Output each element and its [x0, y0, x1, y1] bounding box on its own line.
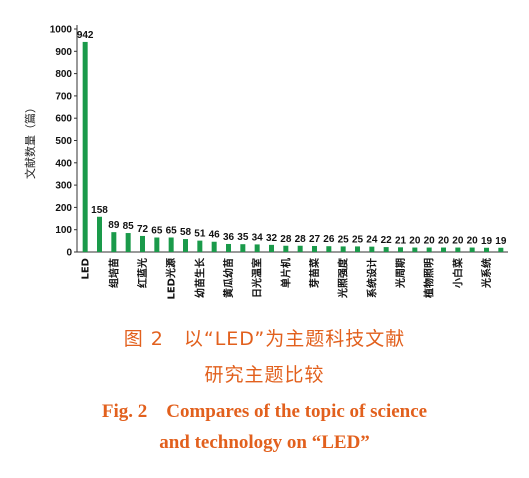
- y-tick-label: 200: [55, 203, 72, 214]
- y-tick-label: 900: [55, 47, 72, 58]
- bar: [340, 246, 346, 252]
- data-label: 20: [409, 236, 421, 247]
- bar: [398, 247, 403, 252]
- bar: [355, 246, 360, 252]
- data-label: 19: [481, 236, 493, 247]
- bar: [140, 235, 145, 252]
- bar: [383, 247, 389, 252]
- y-tick-label: 400: [55, 158, 72, 169]
- category-label: 单片机: [279, 258, 292, 288]
- category-label: 系统设计: [365, 258, 378, 298]
- category-label: LED: [81, 258, 92, 280]
- category-label: 光周期: [394, 258, 407, 289]
- category-label: 黄瓜幼苗: [222, 258, 235, 298]
- data-label: 20: [438, 236, 450, 247]
- bar: [426, 247, 432, 252]
- data-label: 27: [309, 234, 321, 245]
- data-label: 158: [91, 205, 108, 216]
- caption-en-line2: and technology on “LED”: [159, 432, 370, 453]
- bar: [412, 247, 418, 252]
- bar: [154, 237, 160, 252]
- y-tick-label: 700: [55, 91, 72, 102]
- bar: [326, 246, 332, 252]
- data-label: 51: [194, 229, 206, 240]
- category-label: 日光温室: [251, 258, 264, 298]
- data-label: 35: [237, 232, 249, 243]
- data-label: 942: [77, 30, 94, 41]
- bar: [469, 247, 475, 252]
- bar: [441, 247, 446, 252]
- category-label: LED光源: [165, 258, 178, 300]
- bar: [226, 243, 231, 252]
- data-label: 28: [295, 234, 307, 245]
- bar-chart: 0 100 200 300 400 500 600 700 800 900 1000 文献数量（篇） 9…: [23, 25, 508, 300]
- category-label: 组培苗: [107, 258, 120, 288]
- y-tick-label: 600: [55, 114, 72, 125]
- data-label: 26: [323, 234, 335, 245]
- data-label: 19: [495, 236, 507, 247]
- data-label: 46: [209, 230, 221, 241]
- caption-en-line1: Fig. 2 Compares of the topic of science: [101, 401, 428, 422]
- category-label: 光系统: [480, 258, 493, 289]
- data-label: 28: [280, 234, 292, 245]
- bar: [82, 41, 88, 253]
- category-label: 幼苗生长: [193, 257, 206, 298]
- data-label: 21: [395, 235, 407, 246]
- data-label: 25: [352, 234, 364, 245]
- bar: [484, 247, 489, 252]
- bar: [211, 241, 217, 252]
- bar: [498, 247, 504, 252]
- category-label: 植物照明: [423, 258, 436, 299]
- category-label: 芽苗菜: [308, 257, 321, 288]
- bar: [312, 245, 317, 252]
- bar: [240, 244, 246, 252]
- data-label: 22: [381, 235, 393, 246]
- bar: [111, 232, 117, 252]
- y-tick-label: 0: [66, 248, 72, 259]
- data-label: 65: [151, 226, 163, 237]
- bar: [183, 239, 188, 252]
- bar: [283, 245, 289, 252]
- data-label: 34: [252, 232, 264, 243]
- bar: [197, 240, 203, 252]
- data-label: 25: [338, 234, 350, 245]
- data-label: 85: [123, 221, 135, 232]
- category-label: 红蓝光: [136, 258, 149, 288]
- data-label: 24: [366, 235, 378, 246]
- data-label: 36: [223, 232, 235, 243]
- y-tick-label: 100: [55, 225, 72, 236]
- bar: [297, 245, 303, 252]
- data-label: 89: [108, 220, 120, 231]
- y-tick-label: 500: [55, 136, 72, 147]
- y-tick-label: 1000: [50, 25, 73, 36]
- data-label: 20: [467, 236, 479, 247]
- data-label: 65: [166, 226, 178, 237]
- y-tick-label: 300: [55, 181, 72, 192]
- caption-cn-line2: 研究主题比较: [204, 364, 325, 386]
- caption-cn-line1: 图 2 以“LED”为主题科技文献: [123, 328, 406, 350]
- data-label: 58: [180, 227, 192, 238]
- bar: [369, 246, 375, 252]
- category-label: 光照强度: [337, 257, 350, 299]
- data-label: 20: [424, 236, 436, 247]
- y-axis-title: 文献数量（篇）: [23, 102, 37, 179]
- bar: [455, 247, 461, 252]
- data-label: 72: [137, 224, 149, 235]
- data-label: 20: [452, 236, 464, 247]
- data-label: 32: [266, 233, 278, 244]
- y-tick-label: 800: [55, 69, 72, 80]
- bar: [269, 244, 274, 252]
- bar: [254, 244, 260, 252]
- bar: [168, 237, 174, 252]
- bar: [125, 233, 131, 252]
- category-label: 小白菜: [451, 257, 464, 289]
- bar: [97, 216, 102, 252]
